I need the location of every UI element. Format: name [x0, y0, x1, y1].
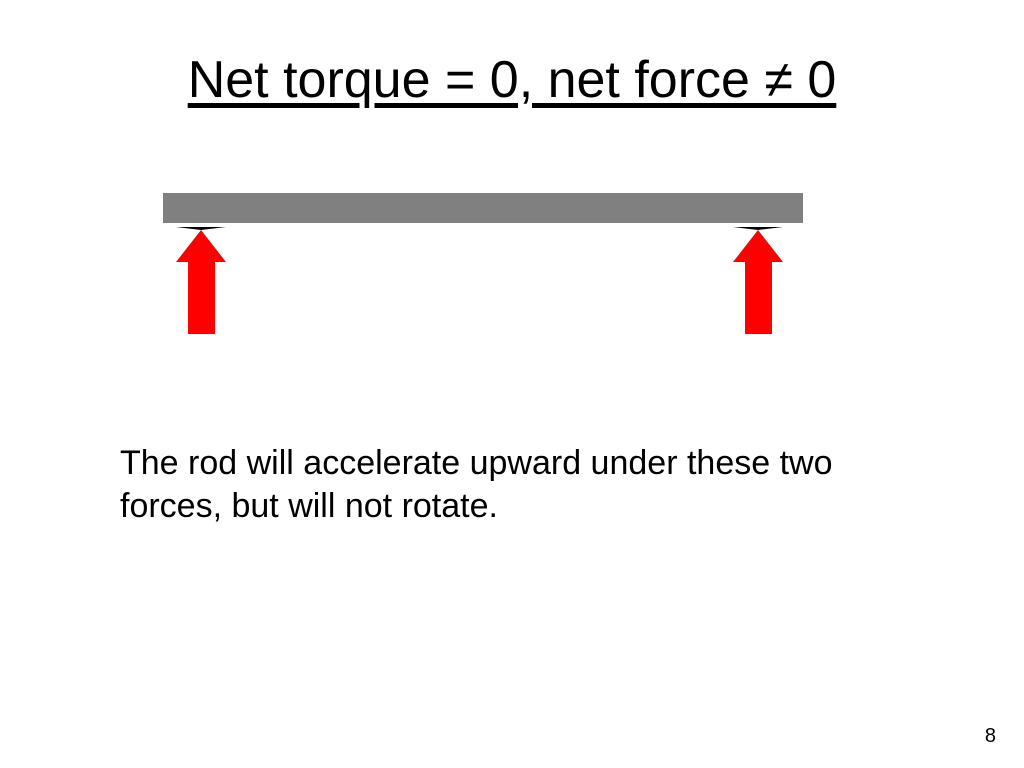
slide-title-text: Net torque = 0, net force ≠ 0	[188, 51, 837, 109]
right-force-arrow-head	[733, 227, 783, 262]
caption-text: The rod will accelerate upward under the…	[120, 442, 910, 527]
left-force-arrow-head	[176, 227, 226, 262]
slide-title: Net torque = 0, net force ≠ 0	[0, 50, 1024, 110]
rod	[163, 193, 803, 223]
page-number: 8	[985, 725, 996, 748]
right-force-arrow-shaft	[745, 259, 772, 334]
left-force-arrow-shaft	[188, 259, 215, 334]
